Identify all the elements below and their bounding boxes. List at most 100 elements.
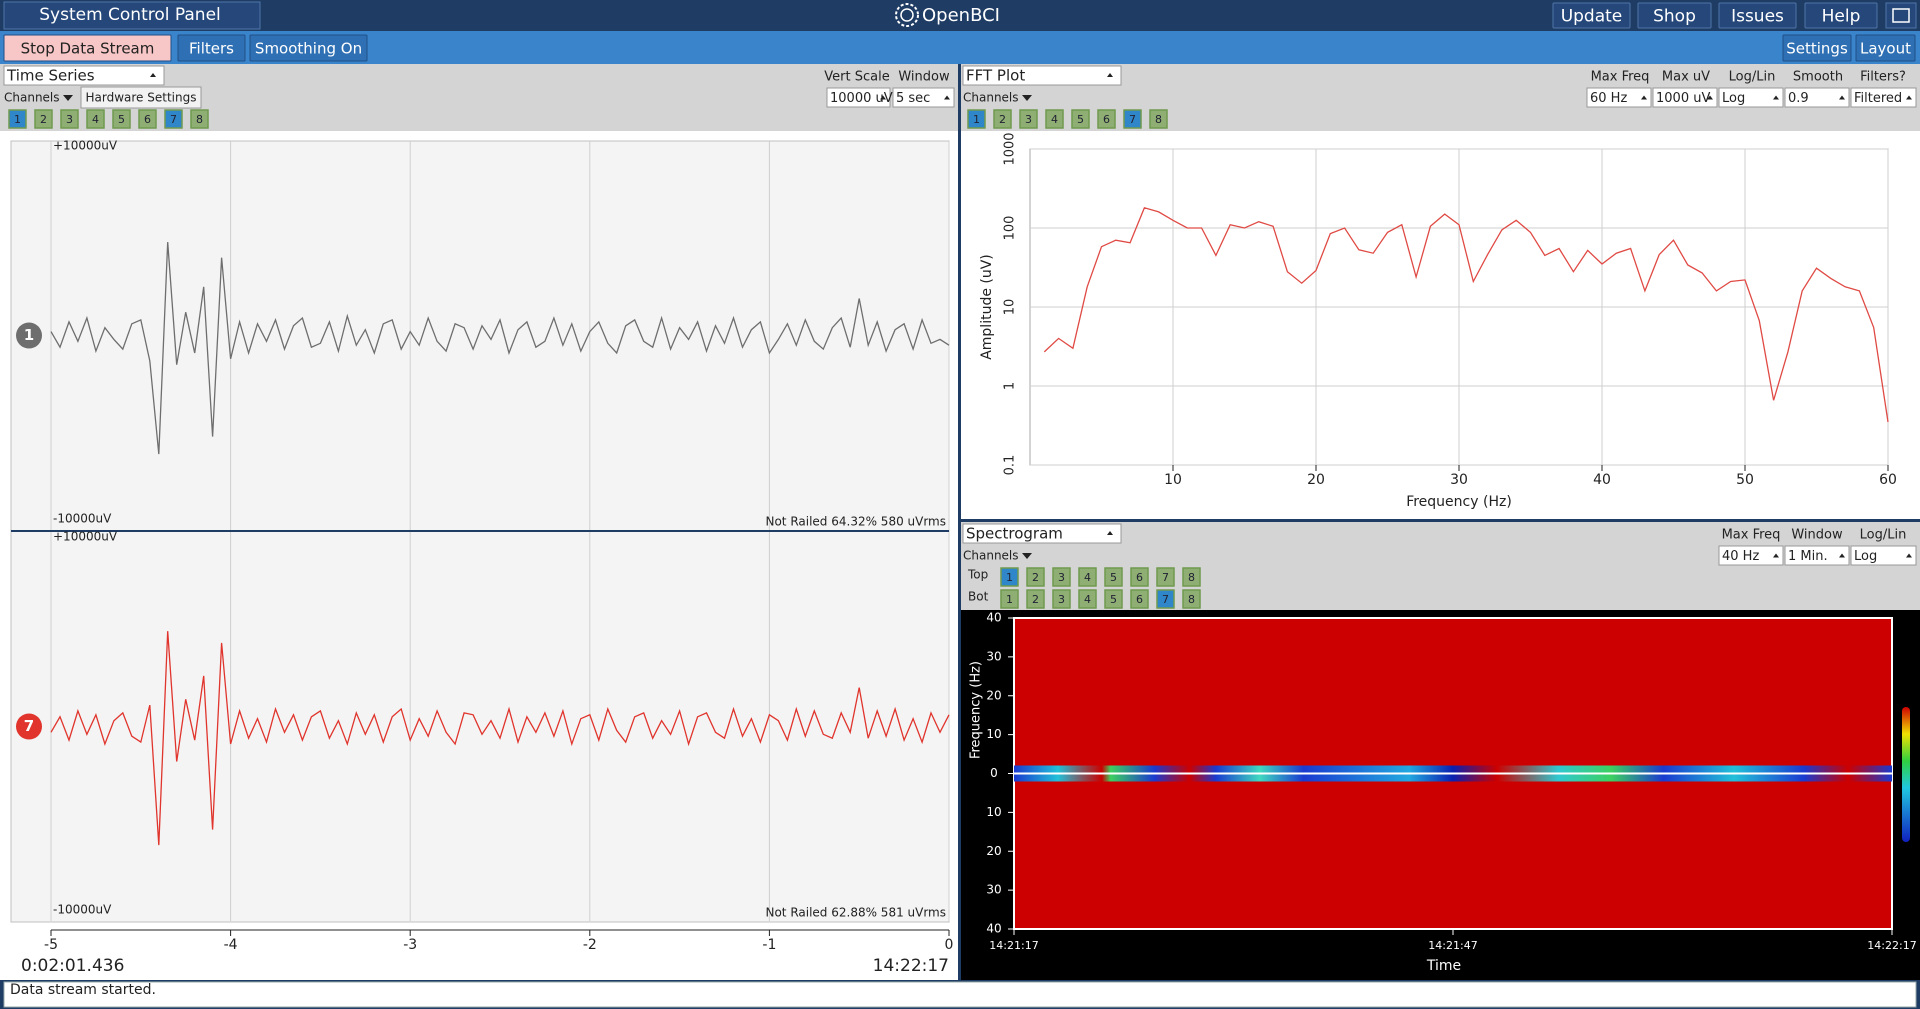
scale-top-label: +10000uV [53, 530, 118, 544]
channel-button[interactable] [1000, 567, 1019, 587]
channel-button[interactable] [1182, 589, 1201, 609]
button[interactable] [1804, 2, 1878, 29]
button-label: Issues [1731, 7, 1784, 27]
y-tick-label: 30 [986, 883, 1001, 897]
row-label: Top [967, 568, 988, 582]
dropdown[interactable] [1718, 87, 1784, 108]
channel-button[interactable] [1130, 567, 1149, 587]
x-tick-label: 14:21:47 [1428, 939, 1477, 952]
dropdown[interactable] [1586, 87, 1652, 108]
widget-arrow [150, 73, 156, 77]
channel-button[interactable] [34, 109, 53, 129]
y-tick-label: 0 [990, 766, 998, 780]
logo-text: OpenBCI [922, 5, 1000, 26]
dropdown[interactable] [892, 87, 955, 108]
channel-button[interactable] [1123, 109, 1142, 129]
color-bar [1902, 707, 1910, 842]
channel-button[interactable] [1026, 589, 1045, 609]
x-tick-label: 14:21:17 [989, 939, 1038, 952]
dropdown[interactable] [1784, 87, 1850, 108]
channel-button[interactable] [8, 109, 27, 129]
button[interactable] [1552, 2, 1631, 29]
channel-button[interactable] [1071, 109, 1090, 129]
channel-button[interactable] [1000, 589, 1019, 609]
channel-button-label: 2 [40, 113, 47, 126]
app-title: System Control Panel [39, 5, 221, 25]
channel-button[interactable] [1182, 567, 1201, 587]
button[interactable] [249, 34, 368, 62]
channel-button[interactable] [1097, 109, 1116, 129]
channel-number: 1 [24, 326, 34, 344]
button-label: Help [1822, 7, 1861, 27]
y-tick-label: 0.1 [1003, 455, 1018, 476]
channel-button[interactable] [1078, 589, 1097, 609]
channel-button-label: 1 [1006, 593, 1013, 606]
channel-button[interactable] [112, 109, 131, 129]
scale-bottom-label: -10000uV [53, 903, 112, 917]
button[interactable] [3, 34, 172, 62]
logo-gear [895, 3, 919, 27]
widget-selector[interactable] [3, 65, 165, 86]
control-label: Window [898, 70, 950, 85]
channel-button[interactable] [138, 109, 157, 129]
hardware-settings-button[interactable] [80, 86, 202, 109]
dropdown[interactable] [1718, 545, 1784, 566]
control-label: Max uV [1662, 70, 1710, 85]
channel-button[interactable] [164, 109, 183, 129]
channel-button-label: 2 [1032, 593, 1039, 606]
x-tick-label: 0 [945, 937, 954, 953]
window-icon[interactable] [1885, 2, 1917, 29]
channel-button[interactable] [60, 109, 79, 129]
y-tick-label: 40 [986, 922, 1001, 936]
channel-button-label: 4 [1084, 571, 1091, 584]
dropdown[interactable] [1850, 545, 1917, 566]
button-label: Settings [1786, 40, 1848, 58]
y-axis-label: Frequency (Hz) [969, 661, 984, 759]
button[interactable] [1855, 34, 1916, 62]
scale-top-label: +10000uV [53, 139, 118, 153]
channel-button-label: 1 [1006, 571, 1013, 584]
button[interactable] [177, 34, 246, 62]
button[interactable] [1782, 34, 1852, 62]
channel-button[interactable] [1026, 567, 1045, 587]
dropdown[interactable] [1784, 545, 1850, 566]
dropdown[interactable] [1652, 87, 1718, 108]
channel-button[interactable] [1104, 567, 1123, 587]
channel-button[interactable] [1019, 109, 1038, 129]
button[interactable] [1637, 2, 1712, 29]
button-label: Update [1561, 7, 1623, 27]
row-label: Bot [968, 590, 989, 604]
x-axis-label: Frequency (Hz) [1406, 494, 1512, 510]
window-icon-glyph [1892, 8, 1910, 23]
channel-button[interactable] [1104, 589, 1123, 609]
x-tick-label: 40 [1593, 472, 1611, 488]
channel-button-label: 3 [1058, 571, 1065, 584]
channel-button[interactable] [1078, 567, 1097, 587]
y-tick-label: 100 [1003, 216, 1018, 241]
dropdown[interactable] [826, 87, 891, 108]
button[interactable] [1718, 2, 1797, 29]
channel-button-label: 2 [999, 113, 1006, 126]
channel-button[interactable] [1130, 589, 1149, 609]
channel-button[interactable] [1156, 567, 1175, 587]
channel-button[interactable] [190, 109, 209, 129]
control-label: Filters? [1860, 70, 1906, 85]
widget-selector[interactable] [962, 523, 1122, 544]
channel-button[interactable] [86, 109, 105, 129]
channel-button[interactable] [1149, 109, 1168, 129]
series-line [50, 631, 950, 846]
dropdown[interactable] [1850, 87, 1917, 108]
dropdown-value: Log [1854, 549, 1877, 564]
channel-button[interactable] [993, 109, 1012, 129]
channel-button[interactable] [967, 109, 986, 129]
dropdown-value: 1 Min. [1788, 549, 1828, 564]
channel-button[interactable] [1045, 109, 1064, 129]
widget-selector[interactable] [962, 65, 1122, 86]
channel-button[interactable] [1156, 589, 1175, 609]
channels-label: Channels [963, 91, 1019, 105]
channel-button[interactable] [1052, 589, 1071, 609]
dropdown-arrow [1707, 95, 1713, 100]
channel-button-label: 4 [1084, 593, 1091, 606]
channel-button[interactable] [1052, 567, 1071, 587]
